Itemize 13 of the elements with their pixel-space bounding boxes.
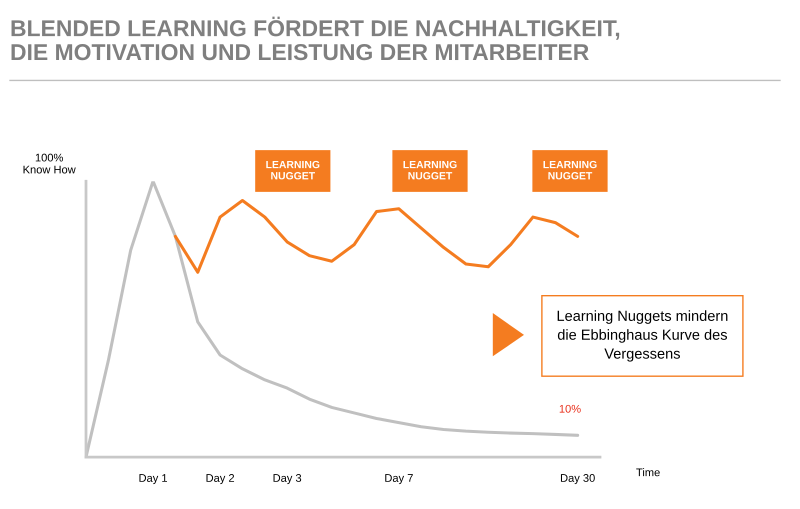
annotation: Learning Nuggets mindern die Ebbinghaus Kurve des Vergessens [558,310,728,362]
text: LEARNING NUGGET [544,160,597,180]
x-tick-label: Day 7 [385,474,413,484]
x-axis-title: Time [636,468,660,476]
text: LEARNING NUGGET [404,160,457,180]
text: LEARNING NUGGET [266,160,320,180]
y-axis-title: 100% Know How [24,154,76,174]
x-tick-label: Day 2 [206,474,234,484]
x-tick-label: Day 3 [274,474,302,484]
x-tick-label: Day 30 [560,474,595,484]
chart-title: BLENDED LEARNING FÖRDERT DIE NACHHALTIGKEIT, DIE MOTIVATION UND LEISTUNG DER MITARBEITER [12,16,620,60]
x-tick-label: Day 1 [139,474,168,484]
annotation: 10% [560,404,581,413]
